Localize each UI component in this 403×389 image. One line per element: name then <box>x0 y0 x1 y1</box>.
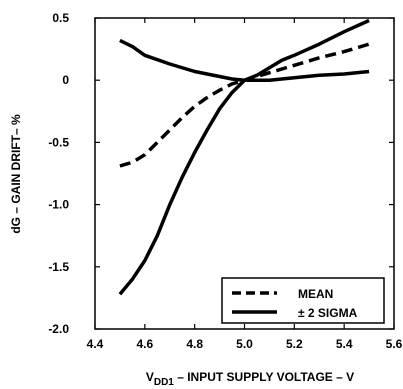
x-tick-label: 5.4 <box>336 337 353 351</box>
x-tick-label: 5.2 <box>286 337 303 351</box>
plot-frame <box>94 17 395 330</box>
series-line-0 <box>119 42 370 168</box>
series-line-2 <box>118 69 370 296</box>
series-lines <box>118 18 370 296</box>
x-axis-title: VDD1 – INPUT SUPPLY VOLTAGE – V <box>146 370 354 388</box>
x-tick-label: 4.8 <box>186 337 203 351</box>
x-tick-label: 5.6 <box>386 337 403 351</box>
y-tick-label: -1.0 <box>48 198 69 212</box>
y-tick-label: 0.5 <box>52 11 69 25</box>
x-tick-label: 4.4 <box>87 337 104 351</box>
legend: MEAN ± 2 SIGMA <box>221 277 385 324</box>
x-tick-label: 4.6 <box>136 337 153 351</box>
y-tick-label: 0 <box>62 73 69 87</box>
x-tick-label: 5.0 <box>236 337 253 351</box>
legend-label-mean: MEAN <box>298 287 333 301</box>
legend-label-sigma: ± 2 SIGMA <box>298 306 358 320</box>
y-axis-title: dG – GAIN DRIFT– % <box>9 114 23 234</box>
y-tick-label: -2.0 <box>48 322 69 336</box>
legend-box <box>221 277 385 324</box>
tick-labels: 4.4 4.6 4.8 5.0 5.2 5.4 5.6 0.5 0 -0.5 -1.0 -1.5 -2.… <box>48 11 402 351</box>
y-tick-label: -1.5 <box>48 260 69 274</box>
y-tick-label: -0.5 <box>48 135 69 149</box>
series-line-1 <box>119 18 370 82</box>
